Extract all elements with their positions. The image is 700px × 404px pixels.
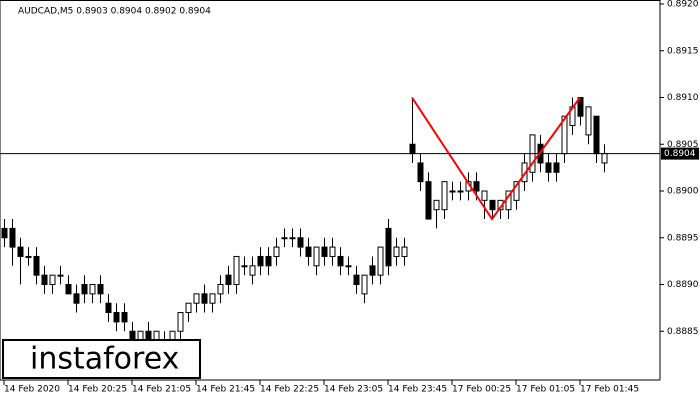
x-tick-label: 14 Feb 20:25 xyxy=(68,385,127,395)
candle-body xyxy=(289,237,296,240)
candle-body xyxy=(601,153,608,164)
candle-body xyxy=(585,106,592,136)
candle-body xyxy=(225,274,232,285)
candle-body xyxy=(481,190,488,201)
candle-body xyxy=(409,143,416,155)
candle-body xyxy=(337,255,344,267)
candle-body xyxy=(449,190,456,193)
candle-body xyxy=(553,162,560,173)
candle-body xyxy=(577,97,584,117)
candle-body xyxy=(81,284,88,295)
candle-body xyxy=(49,274,56,285)
candle-body xyxy=(489,199,496,211)
candle-body xyxy=(321,246,328,257)
candle-body xyxy=(369,265,376,276)
candle-body xyxy=(97,284,104,295)
candle-body xyxy=(401,246,408,257)
candle-body xyxy=(73,293,80,304)
candle-body xyxy=(193,293,200,304)
x-tick-label: 14 Feb 21:45 xyxy=(196,385,255,395)
candle-body xyxy=(305,246,312,257)
candle-body xyxy=(17,246,24,257)
candle-body xyxy=(425,181,432,220)
logo: instaforex xyxy=(30,342,179,377)
y-tick-label: 0.8920 xyxy=(667,0,699,10)
candle-body xyxy=(361,274,368,295)
candle-body xyxy=(265,255,272,267)
candle-body xyxy=(249,265,256,276)
x-tick-label: 14 Feb 21:05 xyxy=(132,385,191,395)
current-price-label: 0.8904 xyxy=(664,149,696,159)
candle-body xyxy=(281,237,288,240)
y-tick-label: 0.8905 xyxy=(667,140,699,150)
candle-body xyxy=(57,274,64,277)
candle-body xyxy=(441,181,448,211)
candle-body xyxy=(65,284,72,295)
logo-box xyxy=(2,339,201,379)
candle-body xyxy=(545,162,552,173)
candle-body xyxy=(9,227,16,248)
candle-body xyxy=(593,115,600,155)
candle-body xyxy=(329,246,336,257)
candle-body xyxy=(313,246,320,267)
candle-body xyxy=(217,284,224,295)
candle-body xyxy=(113,312,120,323)
candle-body xyxy=(1,227,8,239)
candle-body xyxy=(433,199,440,211)
candle-body xyxy=(273,246,280,257)
y-tick-label: 0.8900 xyxy=(667,187,699,197)
candle-body xyxy=(345,265,352,268)
y-tick-label: 0.8885 xyxy=(667,327,699,337)
y-tick-label: 0.8890 xyxy=(667,280,699,290)
candle-body xyxy=(185,302,192,314)
candle-body xyxy=(201,293,208,304)
candle-body xyxy=(377,246,384,276)
candle-body xyxy=(89,284,96,295)
candle-body xyxy=(513,181,520,201)
x-tick-label: 14 Feb 23:45 xyxy=(388,385,447,395)
candle-body xyxy=(105,302,112,314)
y-tick-label: 0.8915 xyxy=(667,46,699,56)
candle-body xyxy=(353,274,360,285)
x-tick-label: 17 Feb 01:05 xyxy=(516,385,575,395)
candle-body xyxy=(121,312,128,323)
candle-body xyxy=(393,246,400,257)
x-tick-label: 17 Feb 01:45 xyxy=(580,385,639,395)
x-tick-label: 17 Feb 00:25 xyxy=(452,385,511,395)
candle-body xyxy=(25,255,32,258)
candle-body xyxy=(41,274,48,285)
candle-body xyxy=(257,255,264,267)
candle-body xyxy=(241,265,248,268)
pattern-line xyxy=(411,96,581,221)
candle-body xyxy=(417,162,424,183)
candle-body xyxy=(473,181,480,192)
candle-body xyxy=(209,293,216,304)
x-tick-label: 14 Feb 23:05 xyxy=(324,385,383,395)
current-price-box xyxy=(661,147,699,160)
chart-title: AUDCAD,M5 0.8903 0.8904 0.8902 0.8904 xyxy=(18,7,211,17)
y-tick-label: 0.8895 xyxy=(667,233,699,243)
candle-body xyxy=(457,190,464,193)
x-tick-label: 14 Feb 22:25 xyxy=(260,385,319,395)
candle-body xyxy=(177,312,184,332)
candle-body xyxy=(297,237,304,248)
candle-body xyxy=(33,255,40,276)
y-tick-label: 0.8910 xyxy=(667,93,699,103)
candle-body xyxy=(233,255,240,286)
candle-body xyxy=(385,227,392,267)
x-tick-label: 14 Feb 2020 xyxy=(4,385,60,395)
